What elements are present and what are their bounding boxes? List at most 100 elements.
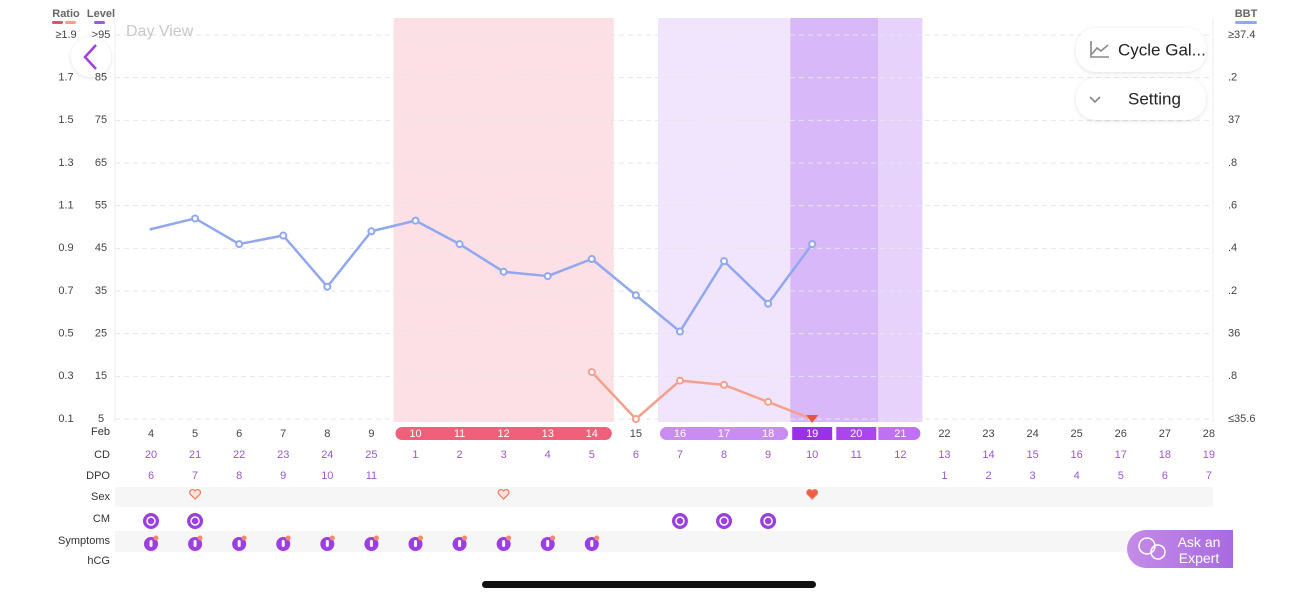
tick-label: ≥37.4 <box>1228 29 1255 41</box>
data-point <box>631 291 640 300</box>
cd-value: 4 <box>545 449 551 461</box>
tick-label: 0.7 <box>58 285 73 297</box>
ask-button-bg[interactable] <box>1127 530 1233 568</box>
row-label: hCG <box>87 555 110 567</box>
cd-value: 3 <box>501 449 507 461</box>
sex-icon <box>806 489 819 500</box>
day-label: 9 <box>368 428 374 440</box>
symptom-icon-inner <box>458 540 462 547</box>
cm-icon-inner <box>675 516 685 526</box>
dpo-value: 3 <box>1030 470 1036 482</box>
cd-value: 5 <box>589 449 595 461</box>
day-label: 7 <box>280 428 286 440</box>
data-point <box>191 214 200 223</box>
data-point <box>675 376 684 385</box>
phase-band <box>657 18 791 422</box>
data-point <box>279 231 288 240</box>
tick-label: 5 <box>98 413 104 425</box>
day-label: 14 <box>586 428 598 440</box>
tick-label: 1.5 <box>58 114 73 126</box>
cycle-button[interactable]: Cycle Gal... <box>1076 28 1206 72</box>
cycle-button-bg[interactable] <box>1076 28 1206 72</box>
cd-value: 23 <box>277 449 289 461</box>
symptom-icon-dot <box>506 535 512 541</box>
cd-value: 12 <box>894 449 906 461</box>
phase-band <box>393 18 614 422</box>
data-point <box>235 240 244 249</box>
cd-value: 13 <box>938 449 950 461</box>
row-stripe <box>115 487 1213 507</box>
home-indicator <box>482 581 816 588</box>
phase-pill <box>659 427 789 440</box>
ask-button-label[interactable]: Ask an Expert <box>1177 534 1221 566</box>
cd-value: 18 <box>1159 449 1171 461</box>
day-label: 17 <box>718 428 730 440</box>
cm-icon <box>716 513 733 529</box>
setting-button-bg[interactable] <box>1076 78 1206 120</box>
dpo-value: 2 <box>985 470 991 482</box>
ask-text-box[interactable]: Ask an Expert <box>1168 531 1230 569</box>
day-label: 13 <box>542 428 554 440</box>
ask-button[interactable]: Ask an Expert <box>1127 530 1233 569</box>
tick-label: 25 <box>95 328 107 340</box>
symptom-icon-inner <box>546 540 550 547</box>
symptom-icon-inner <box>369 540 373 547</box>
day-label: 24 <box>1026 428 1038 440</box>
tick-label: 1.1 <box>58 200 73 212</box>
cm-icon <box>143 513 159 529</box>
tick-label: 37 <box>1228 114 1240 126</box>
tick-label: 0.1 <box>58 413 73 425</box>
month-label: Feb <box>91 426 110 438</box>
day-label: 18 <box>762 428 774 440</box>
series-line <box>150 217 814 333</box>
tick-label: .6 <box>1228 200 1237 212</box>
symptom-icon-inner <box>325 540 329 547</box>
rows: Feb 4 5 6 7 8 9 10 11 12 13 14 15 16 17 18 19 20 21 22 23 24 2… <box>58 426 1215 567</box>
row-label: Sex <box>91 491 110 503</box>
day-label: 22 <box>938 428 950 440</box>
data-point <box>455 240 464 249</box>
cd-value: 16 <box>1071 449 1083 461</box>
pill-join <box>665 427 676 440</box>
tick-label: 36 <box>1228 328 1240 340</box>
dpo-value: 5 <box>1118 470 1124 482</box>
cm-icon-inner <box>763 516 773 526</box>
cd-value: 20 <box>145 449 157 461</box>
tick-label: 15 <box>95 370 107 382</box>
cd-value: 8 <box>721 449 727 461</box>
symptom-icon-dot <box>285 535 291 541</box>
cycle-button-label[interactable]: Cycle Gal... <box>1118 40 1206 59</box>
dpo-value: 9 <box>280 470 286 482</box>
data-point <box>149 227 153 231</box>
symptom-icon-dot <box>373 535 379 541</box>
back-chevron[interactable] <box>83 44 97 70</box>
cm-icon <box>760 513 777 529</box>
day-label: 16 <box>674 428 686 440</box>
cd-value: 7 <box>677 449 683 461</box>
tick-label: ≤35.6 <box>1228 413 1255 425</box>
day-label: 27 <box>1159 428 1171 440</box>
tick-label: 65 <box>95 157 107 169</box>
cd-value: 21 <box>189 449 201 461</box>
data-point <box>543 272 552 281</box>
phase-band <box>790 18 879 422</box>
symptom-icon-inner <box>590 540 594 547</box>
back-button[interactable] <box>71 37 111 77</box>
dpo-value: 7 <box>192 470 198 482</box>
phase-pill <box>836 427 877 440</box>
cm-icon-inner <box>146 516 156 526</box>
setting-button[interactable]: Setting <box>1076 78 1206 120</box>
tick-label: >95 <box>92 29 111 41</box>
setting-button-label[interactable]: Setting <box>1128 89 1181 108</box>
back-circle[interactable] <box>71 37 111 77</box>
day-label: 15 <box>630 428 642 440</box>
phase-pill <box>395 427 612 440</box>
bands <box>393 18 923 422</box>
cd-value: 24 <box>321 449 333 461</box>
data-point <box>411 216 420 225</box>
tick-label: .8 <box>1228 370 1237 382</box>
day-label: 23 <box>982 428 994 440</box>
cm-icon <box>671 513 688 529</box>
day-label: 11 <box>454 428 465 440</box>
tick-label: 1.7 <box>58 72 73 84</box>
